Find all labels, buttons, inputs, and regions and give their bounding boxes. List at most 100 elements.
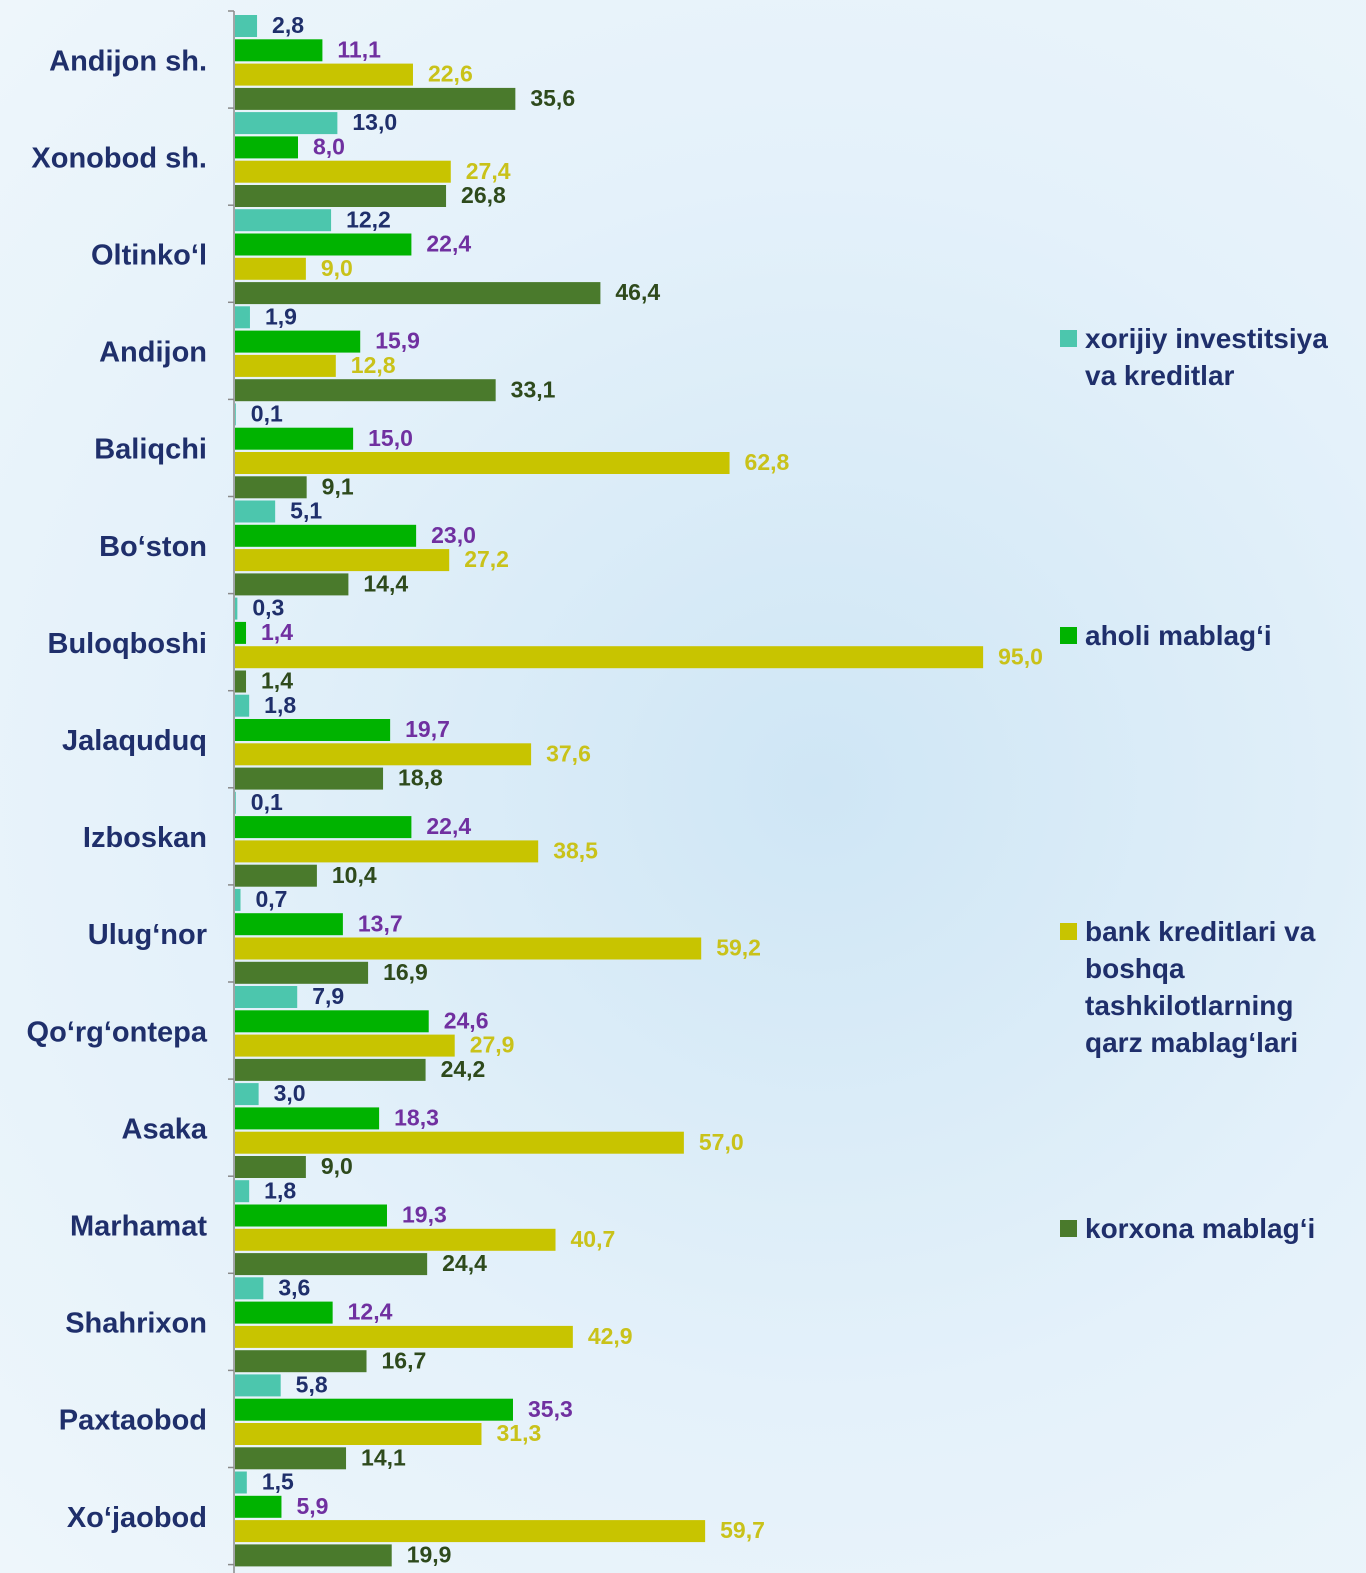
value-label: 38,5 [553,837,598,863]
bar [235,136,298,159]
value-label: 14,1 [361,1444,406,1470]
category-label: Baliqchi [94,434,207,466]
bar [235,306,250,329]
value-label: 26,8 [461,182,506,208]
value-label: 42,9 [588,1323,633,1349]
value-label: 33,1 [511,376,556,402]
bar [235,597,238,620]
bar [235,961,369,984]
value-label: 1,8 [264,692,296,718]
bar [235,743,532,766]
bar [235,330,361,353]
bar [235,1520,706,1543]
value-label: 59,2 [716,935,761,961]
legend-label: xorijiy investitsiya va kreditlar [1085,323,1328,391]
bar [235,719,391,741]
value-label: 1,5 [262,1469,294,1495]
bar [235,15,258,37]
value-label: 7,9 [312,983,344,1009]
legend-label: korxona mablag‘i [1085,1213,1316,1244]
bar [235,1204,387,1227]
value-label: 13,7 [358,910,403,936]
value-label: 3,0 [274,1080,306,1106]
value-label: 27,4 [466,158,511,184]
category-label: Marhamat [70,1210,207,1242]
legend-item: aholi mablag‘i [1060,617,1360,654]
legend-item: xorijiy investitsiya va kreditlar [1060,320,1360,394]
value-label: 1,9 [265,303,297,329]
value-label: 11,1 [337,36,381,62]
bar [235,1131,684,1154]
value-label: 0,7 [256,886,288,912]
value-label: 1,4 [261,619,293,645]
value-label: 14,4 [363,570,408,596]
bar [235,257,306,280]
category-label: Bo‘ston [99,531,207,563]
value-label: 23,0 [431,522,476,548]
value-label: 15,9 [375,328,420,354]
value-label: 24,4 [442,1250,487,1276]
value-label: 35,3 [528,1396,573,1422]
value-label: 31,3 [496,1420,541,1446]
bar [235,1253,428,1276]
bar [235,1423,482,1445]
bar [235,1156,306,1178]
bar [235,888,241,911]
bar [235,233,412,256]
category-label: Qo‘rg‘ontepa [27,1016,208,1048]
category-label: Xonobod sh. [31,142,207,174]
bar [235,1010,429,1033]
bar [235,87,516,110]
bar [235,1301,333,1324]
category-label: Oltinko‘l [91,239,207,271]
value-label: 0,1 [251,789,283,815]
value-label: 9,0 [321,1153,353,1179]
value-label: 35,6 [530,85,575,111]
category-label: Ulug‘nor [88,919,207,951]
value-label: 5,8 [296,1371,328,1397]
bar [235,282,601,305]
value-label: 16,9 [383,959,428,985]
bar [235,1374,281,1397]
legend-swatch [1060,330,1077,347]
value-label: 8,0 [313,133,345,159]
bar [235,452,730,474]
bar [235,63,413,86]
bar [235,1107,380,1130]
bar [235,791,236,814]
value-label: 9,1 [322,473,354,499]
bar [235,112,338,135]
bar [235,1447,347,1470]
bar [235,1034,455,1057]
value-label: 3,6 [278,1274,310,1300]
bar [235,646,984,669]
value-label: 62,8 [745,449,790,475]
bar [235,1058,426,1081]
value-label: 24,2 [441,1056,486,1082]
bar [235,1495,282,1518]
bar [235,524,417,547]
legend-swatch [1060,627,1077,644]
bar [235,1471,247,1494]
value-label: 2,8 [272,12,304,38]
legend-swatch [1060,1220,1077,1237]
bar [235,1083,259,1106]
value-label: 9,0 [321,255,353,281]
category-label: Jalaquduq [62,725,207,757]
category-label: Buloqboshi [48,628,207,660]
bar [235,840,539,863]
value-label: 18,8 [398,765,443,791]
value-label: 16,7 [382,1347,427,1373]
value-label: 19,3 [402,1202,447,1228]
bar [235,427,354,450]
bar [235,670,247,693]
value-label: 12,2 [346,206,391,232]
bar [235,549,450,572]
legend-label: bank kreditlari va boshqa tashkilotlarni… [1085,916,1316,1058]
bar [235,694,250,717]
bar [235,864,317,887]
category-label: Andijon [99,337,207,369]
bar [235,1277,264,1300]
